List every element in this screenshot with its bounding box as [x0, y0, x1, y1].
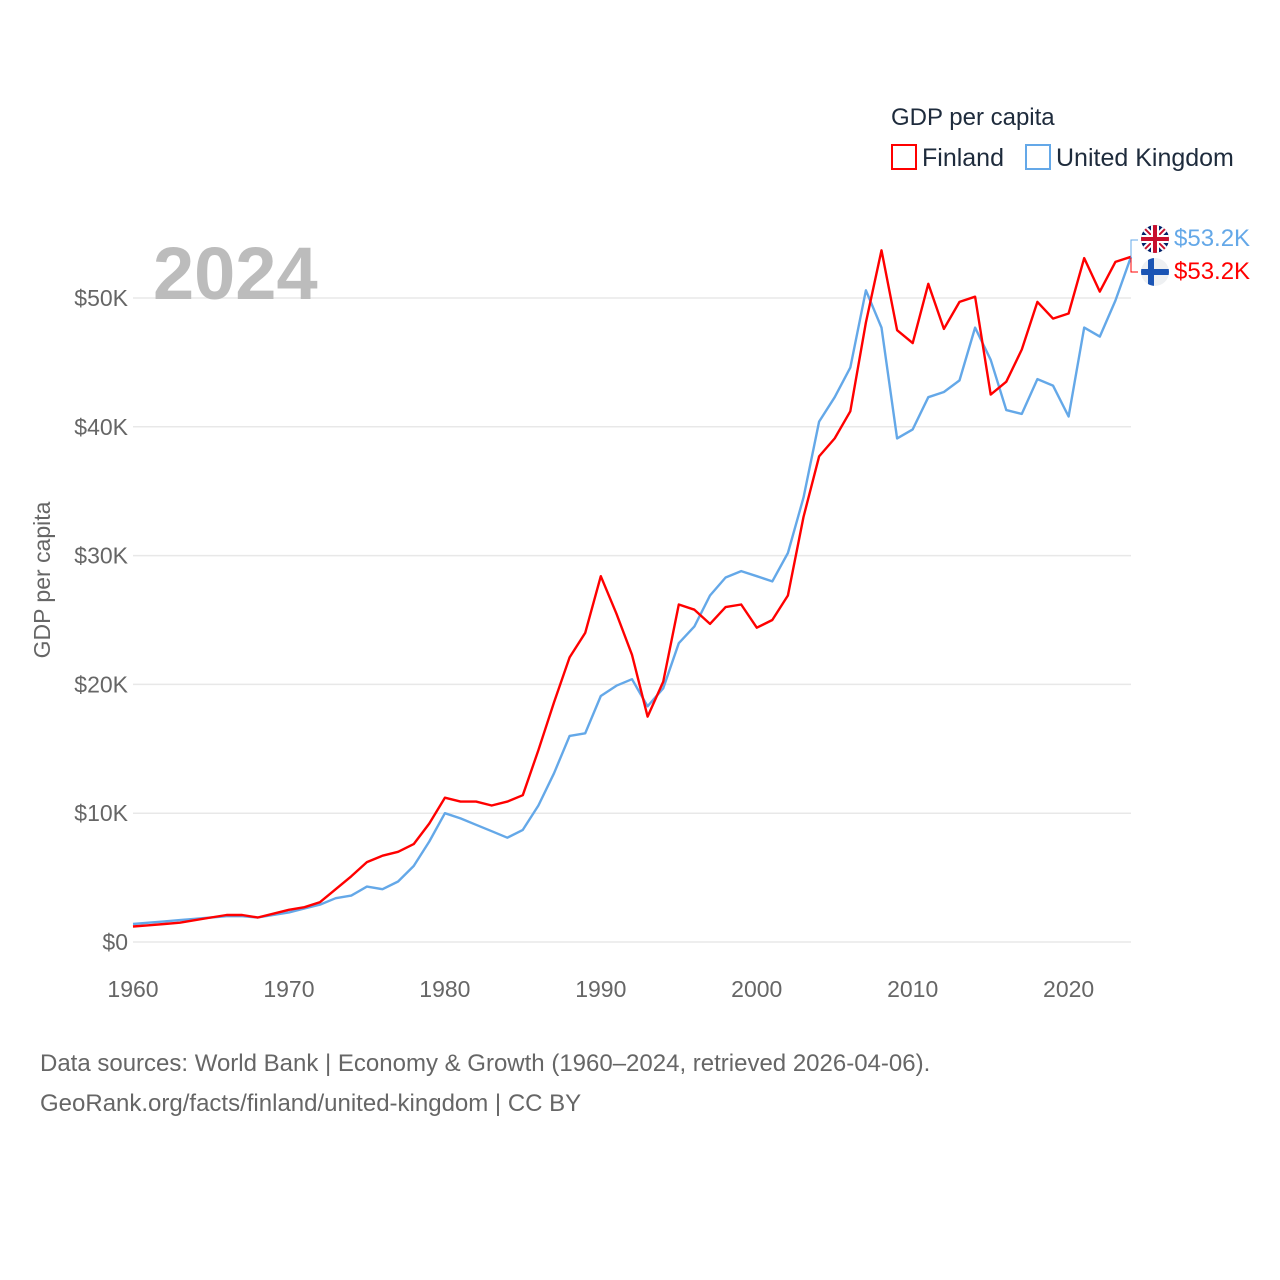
legend-label-uk: United Kingdom [1056, 144, 1234, 172]
uk-flag-icon [1141, 225, 1169, 253]
x-tick-label: 1980 [419, 976, 470, 1002]
y-tick-label: $20K [74, 671, 128, 697]
legend-title: GDP per capita [891, 104, 1055, 131]
y-axis-ticks: $0 $10K $20K $30K $40K $50K [74, 285, 128, 955]
x-tick-label: 2020 [1043, 976, 1094, 1002]
x-tick-label: 2010 [887, 976, 938, 1002]
y-tick-label: $50K [74, 285, 128, 311]
finland-flag-icon [1141, 258, 1169, 286]
gridlines [133, 297, 1131, 943]
x-tick-label: 1970 [263, 976, 314, 1002]
series-line-united-kingdom [132, 256, 1133, 926]
attribution-link[interactable]: GeoRank.org/facts/finland/united-kingdom… [40, 1090, 582, 1117]
y-axis-label: GDP per capita [29, 501, 55, 658]
series-line-finland [132, 249, 1132, 928]
end-labels: $53.2K $53.2K [1130, 225, 1250, 286]
legend-item-uk[interactable]: United Kingdom [1025, 144, 1234, 172]
gdp-line-chart: $0 $10K $20K $30K $40K $50K 1960 1970 1980 1990 2… [29, 104, 1250, 1002]
current-year-label: 2024 [153, 232, 318, 315]
x-tick-label: 1990 [575, 976, 626, 1002]
legend-swatch-uk [1025, 144, 1051, 170]
x-tick-label: 2000 [731, 976, 782, 1002]
y-tick-label: $10K [74, 800, 128, 826]
x-tick-label: 1960 [107, 976, 158, 1002]
x-axis-ticks: 1960 1970 1980 1990 2000 2010 2020 [107, 976, 1094, 1002]
uk-connector [1130, 239, 1138, 258]
finland-connector [1130, 258, 1138, 273]
series-lines [132, 249, 1133, 928]
source-line: Data sources: World Bank | Economy & Gro… [40, 1050, 931, 1077]
footer-source: Data sources: World Bank | Economy & Gro… [40, 1044, 930, 1124]
legend-item-finland[interactable]: Finland [891, 144, 1004, 172]
legend-label-finland: Finland [922, 144, 1004, 172]
uk-end-value: $53.2K [1174, 225, 1250, 252]
y-tick-label: $0 [102, 929, 128, 955]
finland-end-value: $53.2K [1174, 258, 1250, 285]
legend-swatch-finland [891, 144, 917, 170]
legend: GDP per capita Finland United Kingdom [891, 104, 1234, 172]
y-tick-label: $30K [74, 543, 128, 569]
y-tick-label: $40K [74, 414, 128, 440]
